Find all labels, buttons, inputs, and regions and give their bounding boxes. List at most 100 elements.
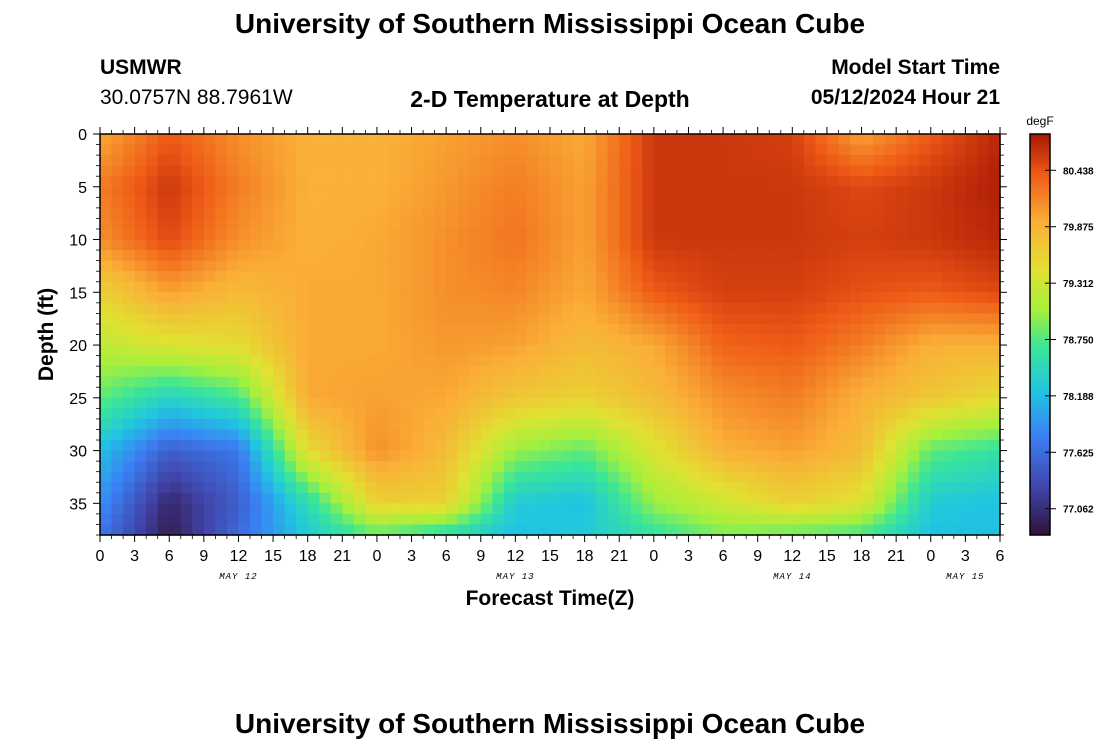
heatmap-cell — [273, 323, 286, 336]
heatmap-cell — [550, 482, 563, 494]
heatmap-cell — [353, 471, 366, 483]
heatmap-cell — [503, 524, 516, 536]
heatmap-cell — [423, 218, 436, 230]
heatmap-cell — [203, 376, 216, 388]
heatmap-cell — [469, 144, 482, 156]
heatmap-cell — [226, 524, 240, 536]
heatmap-cell — [688, 144, 701, 156]
heatmap-cell — [723, 134, 736, 146]
heatmap-cell — [953, 313, 966, 325]
heatmap-cell — [838, 471, 851, 483]
heatmap-cell — [746, 260, 759, 272]
heatmap-cell — [100, 440, 113, 452]
heatmap-cell — [723, 345, 736, 357]
heatmap-cell — [792, 218, 805, 230]
heatmap-cell — [111, 313, 124, 325]
heatmap-cell — [573, 186, 586, 198]
heatmap-cell — [700, 313, 713, 325]
heatmap-cell — [642, 334, 655, 346]
heatmap-cell — [676, 461, 690, 473]
heatmap-cell — [850, 313, 863, 325]
heatmap-cell — [480, 450, 493, 462]
heatmap-cell — [896, 482, 909, 494]
day-label: MAY 15 — [946, 572, 984, 582]
heatmap-cell — [688, 376, 701, 388]
heatmap-cell — [850, 461, 863, 473]
heatmap-cell — [469, 440, 482, 452]
heatmap-cell — [388, 334, 401, 346]
heatmap-cell — [169, 440, 182, 452]
heatmap-cell — [803, 450, 816, 462]
heatmap-cell — [273, 313, 286, 325]
heatmap-cell — [942, 197, 955, 209]
heatmap-cell — [815, 440, 828, 452]
heatmap-cell — [203, 418, 216, 431]
heatmap-cell — [123, 250, 136, 262]
heatmap-cell — [250, 144, 263, 156]
heatmap-cell — [515, 408, 528, 420]
heatmap-cell — [561, 207, 574, 220]
heatmap-cell — [526, 503, 540, 515]
heatmap-cell — [400, 471, 413, 483]
heatmap-cell — [538, 176, 551, 188]
heatmap-cell — [769, 144, 782, 156]
heatmap-cell — [803, 176, 816, 188]
heatmap-cell — [307, 250, 320, 262]
heatmap-cell — [988, 271, 1001, 283]
heatmap-cell — [607, 134, 620, 146]
heatmap-cell — [296, 355, 309, 367]
heatmap-cell — [469, 207, 482, 220]
heatmap-cell — [976, 376, 990, 388]
heatmap-cell — [192, 397, 205, 409]
heatmap-cell — [930, 218, 943, 230]
heatmap-cell — [826, 334, 840, 346]
heatmap-cell — [284, 250, 297, 262]
heatmap-cell — [284, 492, 297, 504]
heatmap-cell — [342, 492, 355, 504]
heatmap-cell — [273, 471, 286, 483]
heatmap-cell — [353, 397, 366, 409]
heatmap-cell — [792, 471, 805, 483]
heatmap-cell — [550, 387, 563, 399]
heatmap-cell — [896, 387, 909, 399]
heatmap-cell — [365, 524, 378, 536]
heatmap-cell — [550, 418, 563, 431]
product-title-text: 2-D Temperature at Depth — [410, 86, 690, 112]
heatmap-cell — [896, 376, 909, 388]
heatmap-cell — [434, 207, 447, 220]
heatmap-cell — [861, 492, 874, 504]
heatmap-cell — [388, 397, 401, 409]
heatmap-cell — [157, 302, 170, 314]
heatmap-cell — [330, 461, 343, 473]
heatmap-cell — [584, 387, 597, 399]
heatmap-cell — [157, 197, 170, 209]
heatmap-cell — [711, 461, 724, 473]
heatmap-cell — [734, 513, 747, 526]
heatmap-cell — [826, 461, 840, 473]
heatmap-cell — [226, 250, 240, 262]
heatmap-cell — [284, 513, 297, 526]
heatmap-cell — [965, 207, 978, 220]
heatmap-cell — [353, 281, 366, 293]
heatmap-cell — [203, 450, 216, 462]
heatmap-cell — [423, 408, 436, 420]
x-tick-label: 21 — [610, 548, 628, 565]
heatmap-cell — [826, 144, 840, 156]
heatmap-cell — [111, 165, 124, 177]
heatmap-cell — [434, 492, 447, 504]
heatmap-cell — [584, 144, 597, 156]
heatmap-cell — [619, 144, 632, 156]
heatmap-cell — [896, 292, 909, 304]
heatmap-cell — [169, 186, 182, 198]
heatmap-cell — [376, 165, 390, 177]
heatmap-cell — [953, 302, 966, 314]
heatmap-cell — [423, 323, 436, 336]
heatmap-cell — [411, 323, 424, 336]
heatmap-cell — [942, 292, 955, 304]
heatmap-cell — [619, 450, 632, 462]
heatmap-cell — [734, 492, 747, 504]
heatmap-cell — [296, 197, 309, 209]
heatmap-cell — [169, 165, 182, 177]
heatmap-cell — [988, 524, 1001, 536]
heatmap-cell — [503, 207, 516, 220]
